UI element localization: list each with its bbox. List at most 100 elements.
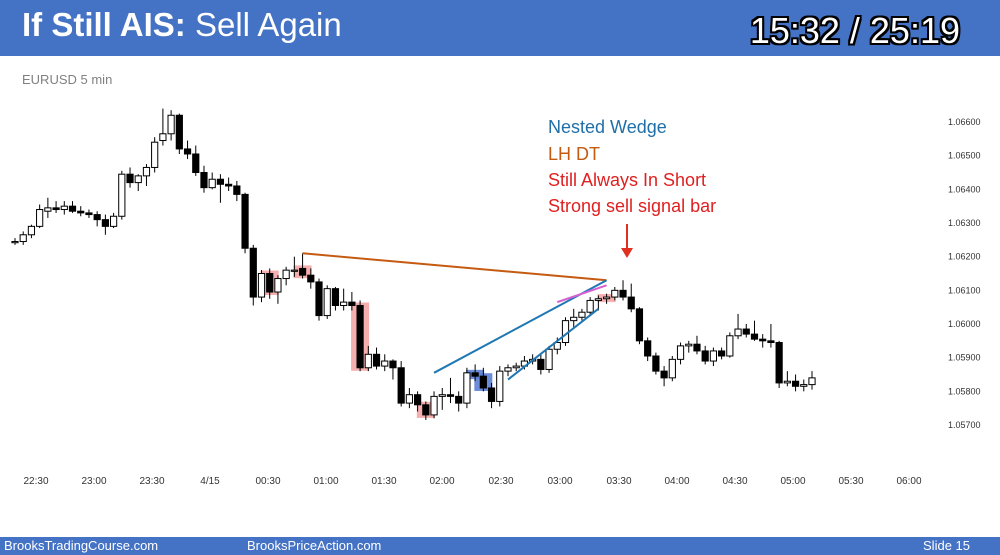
- candle-body: [68, 205, 77, 212]
- nested-wedge-line: [556, 284, 607, 304]
- candle-body: [151, 141, 159, 168]
- x-tick-label: 23:30: [139, 476, 164, 487]
- candle: [701, 345, 709, 365]
- candle: [405, 387, 413, 409]
- candle: [381, 354, 389, 372]
- candle-body: [685, 343, 693, 347]
- candle-body: [93, 214, 101, 221]
- y-tick-label: 1.05800: [948, 386, 981, 396]
- candle-body: [282, 269, 290, 280]
- candle: [282, 266, 290, 286]
- candle-body: [381, 360, 389, 367]
- candle-body: [742, 328, 750, 335]
- candle-body: [183, 148, 192, 155]
- candle-body: [397, 367, 405, 404]
- y-tick-label: 1.06100: [948, 285, 981, 295]
- candle: [372, 347, 381, 370]
- candle-body: [767, 340, 775, 344]
- candle-body: [159, 133, 167, 142]
- candle-body: [496, 370, 504, 402]
- x-tick-label: 06:00: [896, 476, 921, 487]
- candle-body: [586, 299, 594, 313]
- candle: [44, 197, 52, 218]
- candle-body: [644, 340, 652, 357]
- candle: [570, 308, 578, 330]
- candle: [471, 364, 479, 382]
- candle: [438, 387, 446, 410]
- candle-body: [109, 215, 118, 227]
- candle: [68, 201, 77, 213]
- candle-body: [274, 278, 282, 293]
- candle: [225, 177, 233, 192]
- candle-body: [60, 205, 68, 211]
- candle-body: [537, 358, 545, 370]
- candle: [389, 359, 397, 380]
- candle: [109, 212, 118, 229]
- x-tick-label: 04:30: [722, 476, 747, 487]
- candle-body: [611, 289, 619, 298]
- candle-body: [85, 212, 93, 216]
- candle-body: [348, 301, 356, 306]
- annotation-strong-signal: Strong sell signal bar: [548, 196, 716, 216]
- candle-body: [175, 114, 183, 150]
- candle: [233, 180, 241, 202]
- candle-body: [101, 219, 109, 227]
- lh-dt-line: [302, 252, 607, 282]
- candle-body: [356, 304, 364, 369]
- candle-body: [233, 185, 241, 195]
- candle: [463, 367, 471, 409]
- candle: [808, 371, 816, 390]
- candle-body: [126, 173, 134, 184]
- candle: [397, 361, 405, 407]
- candle-body: [52, 207, 60, 211]
- candle: [693, 335, 701, 355]
- x-tick-label: 4/15: [200, 476, 220, 487]
- candle-body: [800, 384, 808, 387]
- x-tick-label: 03:30: [606, 476, 631, 487]
- candle: [783, 371, 791, 387]
- candle: [537, 354, 545, 375]
- candle: [685, 340, 693, 353]
- candle-body: [775, 342, 783, 384]
- candle: [619, 280, 627, 301]
- candle-body: [36, 209, 44, 227]
- y-tick-label: 1.06400: [948, 184, 981, 194]
- candle: [142, 164, 151, 186]
- candle-body: [668, 358, 676, 379]
- candle-body: [307, 274, 315, 283]
- wedge-lower-line: [507, 308, 599, 381]
- candle: [504, 364, 512, 377]
- candle-body: [389, 360, 397, 369]
- candle: [455, 391, 463, 412]
- y-axis: 1.06600 1.06500 1.06400 1.06300 1.06200 1.061…: [948, 117, 981, 430]
- footer-center: BrooksPriceAction.com: [247, 538, 382, 553]
- y-tick-label: 1.06300: [948, 218, 981, 228]
- candle: [512, 362, 520, 372]
- candle: [151, 137, 159, 173]
- candle-body: [200, 172, 208, 189]
- candle: [586, 297, 594, 316]
- candle: [775, 340, 783, 388]
- candle-body: [44, 207, 52, 212]
- candle: [331, 286, 340, 311]
- annotation-still-ais: Still Always In Short: [548, 170, 706, 190]
- candle-body: [192, 153, 200, 174]
- y-tick-label: 1.06200: [948, 252, 981, 262]
- x-tick-label: 03:00: [547, 476, 572, 487]
- candle-body: [430, 395, 438, 416]
- candle-body: [512, 365, 520, 369]
- candle: [750, 320, 759, 341]
- candle-body: [627, 296, 635, 310]
- candle-body: [340, 301, 348, 306]
- candle-body: [718, 350, 726, 357]
- footer-left: BrooksTradingCourse.com: [4, 538, 159, 553]
- candle: [726, 332, 734, 358]
- candle: [183, 140, 192, 160]
- candle: [208, 172, 216, 190]
- candle-body: [225, 183, 233, 187]
- candle-body: [561, 320, 570, 344]
- candle-body: [709, 350, 718, 362]
- candle-body: [19, 234, 27, 243]
- candle: [414, 391, 422, 412]
- candle-body: [553, 342, 561, 350]
